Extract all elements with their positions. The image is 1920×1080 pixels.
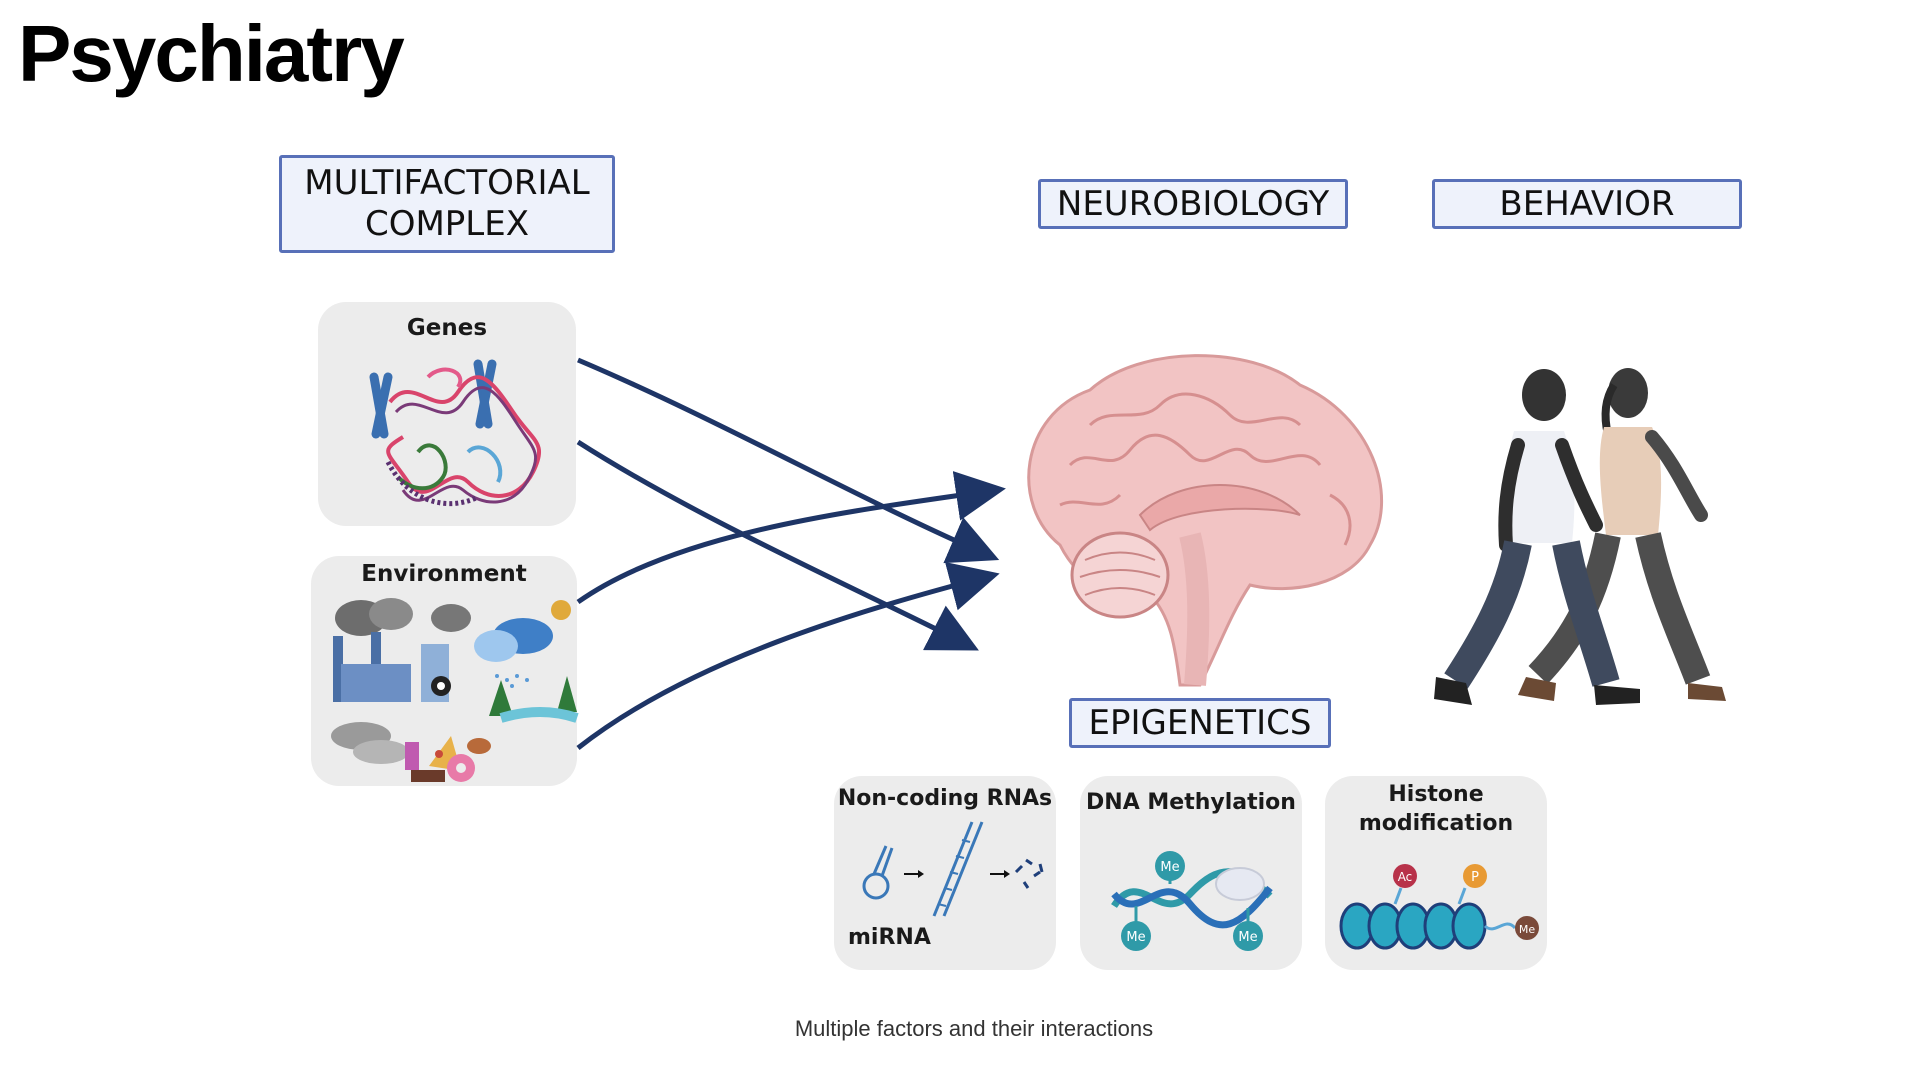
acetyl-mark: Ac [1398, 870, 1413, 884]
arrow-environment-to-brain-lower [576, 561, 1000, 750]
epigenetics-label: EPIGENETICS [1088, 702, 1312, 743]
mirna-processing-icon [862, 821, 1044, 917]
dna-methylation-label: DNA Methylation [1086, 790, 1296, 815]
histone-label-line2: modification [1358, 811, 1514, 836]
neurobiology-box: NEUROBIOLOGY [1038, 179, 1348, 229]
phospho-mark: P [1471, 870, 1479, 885]
multifactorial-complex-box: MULTIFACTORIAL COMPLEX [279, 155, 615, 253]
walking-people-icon [1434, 368, 1726, 705]
environment-label: Environment [361, 561, 527, 587]
environment-panel: Environment [311, 556, 579, 786]
nucleosome-icon: Ac P Me [1339, 864, 1539, 950]
arrow-genes-to-brain [577, 357, 1000, 564]
dna-methylation-icon: Me Me Me [1111, 851, 1273, 951]
epigenetics-box: EPIGENETICS [1069, 698, 1331, 748]
neurobiology-label: NEUROBIOLOGY [1056, 183, 1330, 224]
methyl-mark-top: Me [1160, 860, 1179, 875]
multifactorial-label-line1: MULTIFACTORIAL [304, 163, 590, 203]
brain-sagittal-icon [1027, 354, 1384, 687]
histone-methyl-mark: Me [1519, 923, 1535, 936]
behavior-label: BEHAVIOR [1499, 183, 1675, 224]
methyl-mark-left: Me [1126, 930, 1145, 945]
arrow-environment-to-brain-upper [576, 471, 1006, 605]
pollution-nature-food-icon [331, 598, 579, 782]
genes-panel: Genes [318, 302, 576, 526]
histone-modification-panel: Histone modification Ac P Me [1325, 776, 1547, 970]
mirna-label: miRNA [848, 925, 931, 950]
page-title: Psychiatry [18, 9, 405, 98]
methyl-mark-right: Me [1238, 930, 1257, 945]
arrow-genes-to-epigenetics [576, 439, 979, 651]
multifactorial-label-line2: COMPLEX [364, 204, 530, 244]
histone-label-line1: Histone [1388, 782, 1484, 807]
chromosome-dna-icon [369, 359, 542, 507]
dna-methylation-panel: DNA Methylation Me Me Me [1080, 776, 1302, 970]
behavior-box: BEHAVIOR [1432, 179, 1742, 229]
figure-caption: Multiple factors and their interactions [794, 1016, 1154, 1041]
genes-label: Genes [406, 315, 488, 341]
noncoding-rna-label: Non-coding RNAs [837, 786, 1053, 811]
histone-modification-label: Histone modification [1325, 780, 1547, 838]
noncoding-rna-panel: Non-coding RNAs [834, 776, 1056, 970]
